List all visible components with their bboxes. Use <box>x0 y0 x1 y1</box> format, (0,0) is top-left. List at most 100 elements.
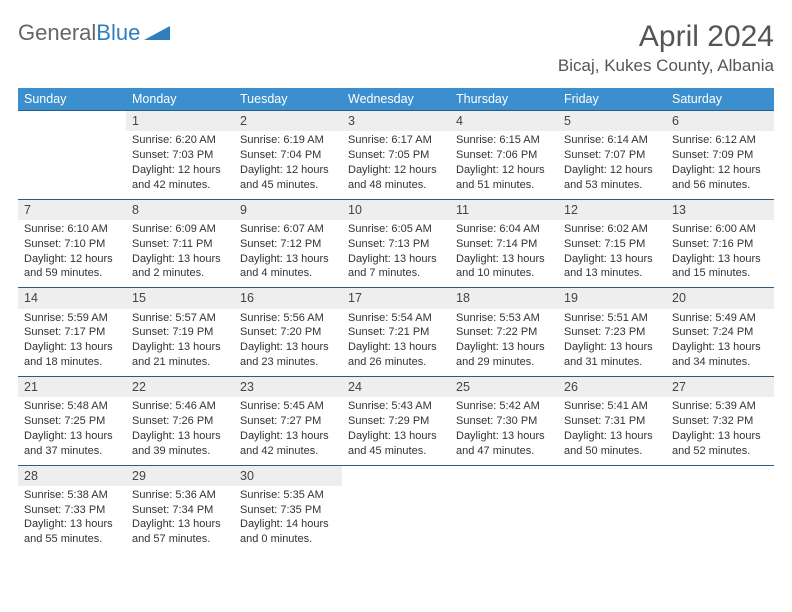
day-details: Sunrise: 5:57 AMSunset: 7:19 PMDaylight:… <box>126 309 234 376</box>
calendar-cell: 22Sunrise: 5:46 AMSunset: 7:26 PMDayligh… <box>126 376 234 465</box>
day-details: Sunrise: 5:53 AMSunset: 7:22 PMDaylight:… <box>450 309 558 376</box>
weekday-header-row: SundayMondayTuesdayWednesdayThursdayFrid… <box>18 88 774 111</box>
day-number: 20 <box>666 288 774 308</box>
daylight-text: Daylight: 13 hours <box>672 252 768 267</box>
sunset-text: Sunset: 7:14 PM <box>456 237 552 252</box>
sunrise-text: Sunrise: 5:45 AM <box>240 399 336 414</box>
daylight-text: Daylight: 12 hours <box>240 163 336 178</box>
day-number: 22 <box>126 377 234 397</box>
day-details: Sunrise: 6:07 AMSunset: 7:12 PMDaylight:… <box>234 220 342 287</box>
day-details: Sunrise: 5:48 AMSunset: 7:25 PMDaylight:… <box>18 397 126 464</box>
daylight-text: Daylight: 13 hours <box>672 340 768 355</box>
daylight-text: Daylight: 12 hours <box>672 163 768 178</box>
daylight-text: Daylight: 12 hours <box>348 163 444 178</box>
sunrise-text: Sunrise: 5:41 AM <box>564 399 660 414</box>
daylight-text: and 42 minutes. <box>132 178 228 193</box>
day-number: 16 <box>234 288 342 308</box>
calendar-cell: 2Sunrise: 6:19 AMSunset: 7:04 PMDaylight… <box>234 111 342 200</box>
day-details: Sunrise: 6:20 AMSunset: 7:03 PMDaylight:… <box>126 131 234 198</box>
sunrise-text: Sunrise: 5:35 AM <box>240 488 336 503</box>
day-number: 7 <box>18 200 126 220</box>
calendar-week: 1Sunrise: 6:20 AMSunset: 7:03 PMDaylight… <box>18 111 774 200</box>
sunset-text: Sunset: 7:26 PM <box>132 414 228 429</box>
daylight-text: and 39 minutes. <box>132 444 228 459</box>
daylight-text: and 50 minutes. <box>564 444 660 459</box>
day-number: 28 <box>18 466 126 486</box>
daylight-text: Daylight: 14 hours <box>240 517 336 532</box>
day-details: Sunrise: 6:17 AMSunset: 7:05 PMDaylight:… <box>342 131 450 198</box>
day-details: Sunrise: 5:45 AMSunset: 7:27 PMDaylight:… <box>234 397 342 464</box>
sunset-text: Sunset: 7:07 PM <box>564 148 660 163</box>
sunset-text: Sunset: 7:24 PM <box>672 325 768 340</box>
day-number: 1 <box>126 111 234 131</box>
sunrise-text: Sunrise: 6:17 AM <box>348 133 444 148</box>
sunrise-text: Sunrise: 6:04 AM <box>456 222 552 237</box>
daylight-text: and 23 minutes. <box>240 355 336 370</box>
day-details: Sunrise: 5:36 AMSunset: 7:34 PMDaylight:… <box>126 486 234 553</box>
day-details: Sunrise: 5:42 AMSunset: 7:30 PMDaylight:… <box>450 397 558 464</box>
sunset-text: Sunset: 7:23 PM <box>564 325 660 340</box>
calendar-body: 1Sunrise: 6:20 AMSunset: 7:03 PMDaylight… <box>18 111 774 554</box>
daylight-text: Daylight: 13 hours <box>456 340 552 355</box>
daylight-text: Daylight: 13 hours <box>564 429 660 444</box>
day-number: 21 <box>18 377 126 397</box>
daylight-text: Daylight: 13 hours <box>348 429 444 444</box>
weekday-header: Tuesday <box>234 88 342 111</box>
sunset-text: Sunset: 7:11 PM <box>132 237 228 252</box>
calendar-cell: 13Sunrise: 6:00 AMSunset: 7:16 PMDayligh… <box>666 199 774 288</box>
daylight-text: Daylight: 13 hours <box>456 429 552 444</box>
calendar-week: 28Sunrise: 5:38 AMSunset: 7:33 PMDayligh… <box>18 465 774 553</box>
calendar-cell: 20Sunrise: 5:49 AMSunset: 7:24 PMDayligh… <box>666 288 774 377</box>
daylight-text: and 18 minutes. <box>24 355 120 370</box>
sunrise-text: Sunrise: 6:02 AM <box>564 222 660 237</box>
calendar-cell: 25Sunrise: 5:42 AMSunset: 7:30 PMDayligh… <box>450 376 558 465</box>
calendar-cell <box>558 465 666 553</box>
day-details: Sunrise: 5:38 AMSunset: 7:33 PMDaylight:… <box>18 486 126 553</box>
day-details: Sunrise: 5:54 AMSunset: 7:21 PMDaylight:… <box>342 309 450 376</box>
daylight-text: and 4 minutes. <box>240 266 336 281</box>
daylight-text: Daylight: 13 hours <box>564 340 660 355</box>
daylight-text: and 52 minutes. <box>672 444 768 459</box>
calendar-cell: 24Sunrise: 5:43 AMSunset: 7:29 PMDayligh… <box>342 376 450 465</box>
sunrise-text: Sunrise: 5:42 AM <box>456 399 552 414</box>
month-title: April 2024 <box>558 20 774 54</box>
calendar-cell: 8Sunrise: 6:09 AMSunset: 7:11 PMDaylight… <box>126 199 234 288</box>
calendar-cell: 7 Sunrise: 6:10 AMSunset: 7:10 PMDaylight… <box>18 199 126 288</box>
sunset-text: Sunset: 7:27 PM <box>240 414 336 429</box>
day-details: Sunrise: 5:43 AMSunset: 7:29 PMDaylight:… <box>342 397 450 464</box>
calendar-cell <box>450 465 558 553</box>
sunrise-text: Sunrise: 5:57 AM <box>132 311 228 326</box>
sunset-text: Sunset: 7:34 PM <box>132 503 228 518</box>
day-details: Sunrise: 6:04 AMSunset: 7:14 PMDaylight:… <box>450 220 558 287</box>
sunrise-text: Sunrise: 5:54 AM <box>348 311 444 326</box>
sunrise-text: Sunrise: 6:09 AM <box>132 222 228 237</box>
day-number: 18 <box>450 288 558 308</box>
location-subtitle: Bicaj, Kukes County, Albania <box>558 56 774 76</box>
calendar-cell <box>18 111 126 200</box>
sunset-text: Sunset: 7:22 PM <box>456 325 552 340</box>
sunset-text: Sunset: 7:12 PM <box>240 237 336 252</box>
sunrise-text: Sunrise: 5:36 AM <box>132 488 228 503</box>
day-number: 4 <box>450 111 558 131</box>
daylight-text: Daylight: 13 hours <box>564 252 660 267</box>
day-number: 11 <box>450 200 558 220</box>
brand-triangle-icon <box>144 20 170 46</box>
calendar-cell: 1Sunrise: 6:20 AMSunset: 7:03 PMDaylight… <box>126 111 234 200</box>
calendar-cell: 17Sunrise: 5:54 AMSunset: 7:21 PMDayligh… <box>342 288 450 377</box>
day-number: 6 <box>666 111 774 131</box>
daylight-text: and 47 minutes. <box>456 444 552 459</box>
daylight-text: and 34 minutes. <box>672 355 768 370</box>
sunset-text: Sunset: 7:10 PM <box>24 237 120 252</box>
daylight-text: and 55 minutes. <box>24 532 120 547</box>
sunset-text: Sunset: 7:04 PM <box>240 148 336 163</box>
header: GeneralBlue April 2024 Bicaj, Kukes Coun… <box>18 20 774 76</box>
daylight-text: Daylight: 12 hours <box>24 252 120 267</box>
daylight-text: Daylight: 13 hours <box>132 340 228 355</box>
sunrise-text: Sunrise: 5:51 AM <box>564 311 660 326</box>
day-number: 27 <box>666 377 774 397</box>
calendar-cell: 12Sunrise: 6:02 AMSunset: 7:15 PMDayligh… <box>558 199 666 288</box>
day-number: 29 <box>126 466 234 486</box>
day-number: 8 <box>126 200 234 220</box>
daylight-text: and 53 minutes. <box>564 178 660 193</box>
sunrise-text: Sunrise: 6:10 AM <box>24 222 120 237</box>
